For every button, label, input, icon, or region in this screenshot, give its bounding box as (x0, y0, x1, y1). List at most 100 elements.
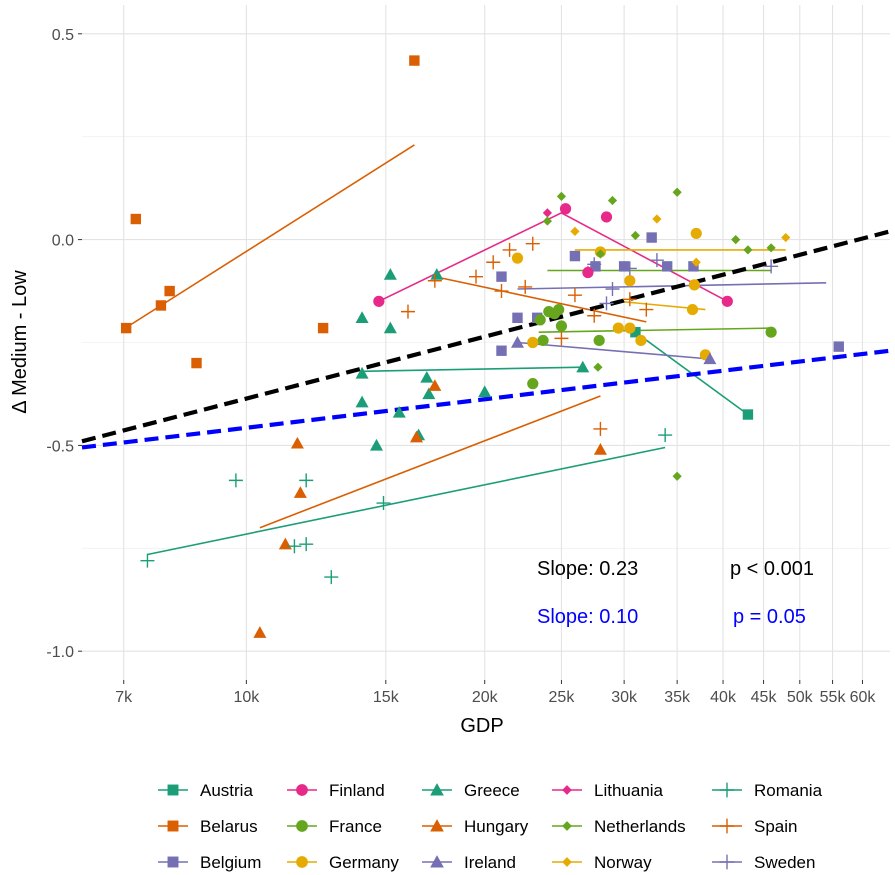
legend-label: France (329, 817, 382, 836)
point-lithuania (583, 265, 593, 276)
legend-item-germany: Germany (287, 853, 399, 872)
x-tick-label: 10k (233, 689, 260, 706)
point-netherlands (595, 249, 606, 259)
point-belgium (833, 341, 844, 352)
legend-item-belgium: Belgium (158, 853, 261, 872)
x-tick-label: 30k (611, 689, 638, 706)
x-tick-label: 20k (472, 689, 499, 706)
point-germany (624, 322, 636, 334)
point-spain (494, 284, 509, 299)
point-romania (299, 537, 314, 552)
legend-key-marker (296, 784, 308, 796)
legend-key-marker (430, 783, 444, 796)
point-spain (525, 236, 540, 251)
point-belgium (512, 312, 523, 324)
legend-item-norway: Norway (552, 853, 652, 872)
point-ireland (510, 336, 524, 348)
point-lithuania (542, 208, 553, 218)
y-tick-label: -0.5 (46, 438, 74, 455)
point-belarus (409, 55, 420, 66)
point-germany (686, 303, 699, 316)
point-sweden (764, 259, 779, 274)
legend: Austria Belarus Belgium Finland France German… (158, 781, 823, 872)
point-belarus (120, 322, 132, 334)
point-germany (690, 227, 702, 240)
point-france (555, 320, 568, 332)
point-hungary (409, 430, 423, 443)
point-greece (420, 370, 434, 383)
point-france (534, 314, 546, 326)
legend-key-marker (430, 819, 444, 832)
legend-label: Hungary (464, 817, 529, 836)
point-netherlands (672, 187, 682, 197)
legend-key-marker (719, 818, 735, 834)
x-tick-label: 25k (549, 689, 576, 706)
legend-key-marker (719, 782, 735, 798)
point-spain (518, 279, 533, 294)
x-tick-label: 50k (787, 689, 814, 706)
legend-label: Austria (200, 781, 253, 800)
point-sweden (599, 296, 614, 311)
y-tick-label: 0.0 (52, 233, 74, 250)
point-hungary (253, 626, 267, 638)
point-germany (624, 275, 636, 287)
y-axis-title: Δ Medium - Low (9, 270, 31, 414)
legend-item-spain: Spain (712, 817, 797, 836)
point-hungary (293, 486, 307, 498)
trend-line-spain (434, 275, 647, 323)
point-france (527, 378, 539, 390)
point-norway (781, 232, 791, 243)
point-austria (630, 327, 641, 338)
point-germany (635, 334, 647, 347)
legend-key-marker (167, 784, 179, 796)
point-romania (299, 473, 314, 488)
legend-item-greece: Greece (422, 781, 520, 800)
legend-label: Germany (329, 853, 399, 872)
trend-line-finland (378, 212, 728, 303)
legend-item-ireland: Ireland (422, 853, 516, 872)
point-spain (593, 421, 608, 436)
x-tick-label: 55k (820, 689, 847, 706)
legend-label: Finland (329, 781, 385, 800)
point-greece (576, 360, 590, 373)
point-norway (570, 226, 580, 236)
legend-label: Spain (754, 817, 797, 836)
point-spain (622, 292, 637, 307)
point-austria (742, 409, 754, 420)
legend-key-marker (562, 785, 572, 795)
x-axis: 7k 10k 15k 20k 25k 30k 35k 40k 45k 50k 55k 60k (115, 680, 876, 706)
trend-line-hungary (259, 395, 601, 529)
point-belgium (646, 232, 657, 243)
trend-line-greece (362, 366, 583, 373)
point-romania (324, 570, 339, 585)
point-sweden (605, 281, 620, 296)
point-belgium (496, 345, 507, 356)
legend-key-marker (719, 854, 735, 870)
point-belarus (155, 300, 167, 311)
point-spain (400, 304, 415, 319)
legend-label: Norway (594, 853, 652, 872)
point-france (543, 306, 555, 318)
point-greece (383, 321, 397, 334)
y-axis: 0.5 0.0 -0.5 -1.0 (46, 27, 82, 661)
legend-item-hungary: Hungary (422, 817, 529, 836)
x-axis-title: GDP (460, 715, 503, 737)
point-netherlands (630, 230, 641, 241)
point-hungary (290, 436, 304, 449)
point-finland (721, 295, 733, 307)
point-finland (559, 203, 572, 215)
point-romania (228, 473, 243, 488)
point-greece (478, 385, 492, 398)
point-greece (422, 387, 436, 400)
point-spain (567, 288, 582, 303)
point-sweden (622, 261, 637, 276)
point-spain (554, 331, 569, 346)
y-tick-label: -1.0 (46, 644, 74, 661)
point-spain (469, 269, 484, 284)
legend-item-sweden: Sweden (712, 853, 815, 872)
legend-label: Romania (754, 781, 823, 800)
legend-item-austria: Austria (158, 781, 253, 800)
point-sweden (649, 253, 664, 268)
point-finland (600, 211, 613, 223)
